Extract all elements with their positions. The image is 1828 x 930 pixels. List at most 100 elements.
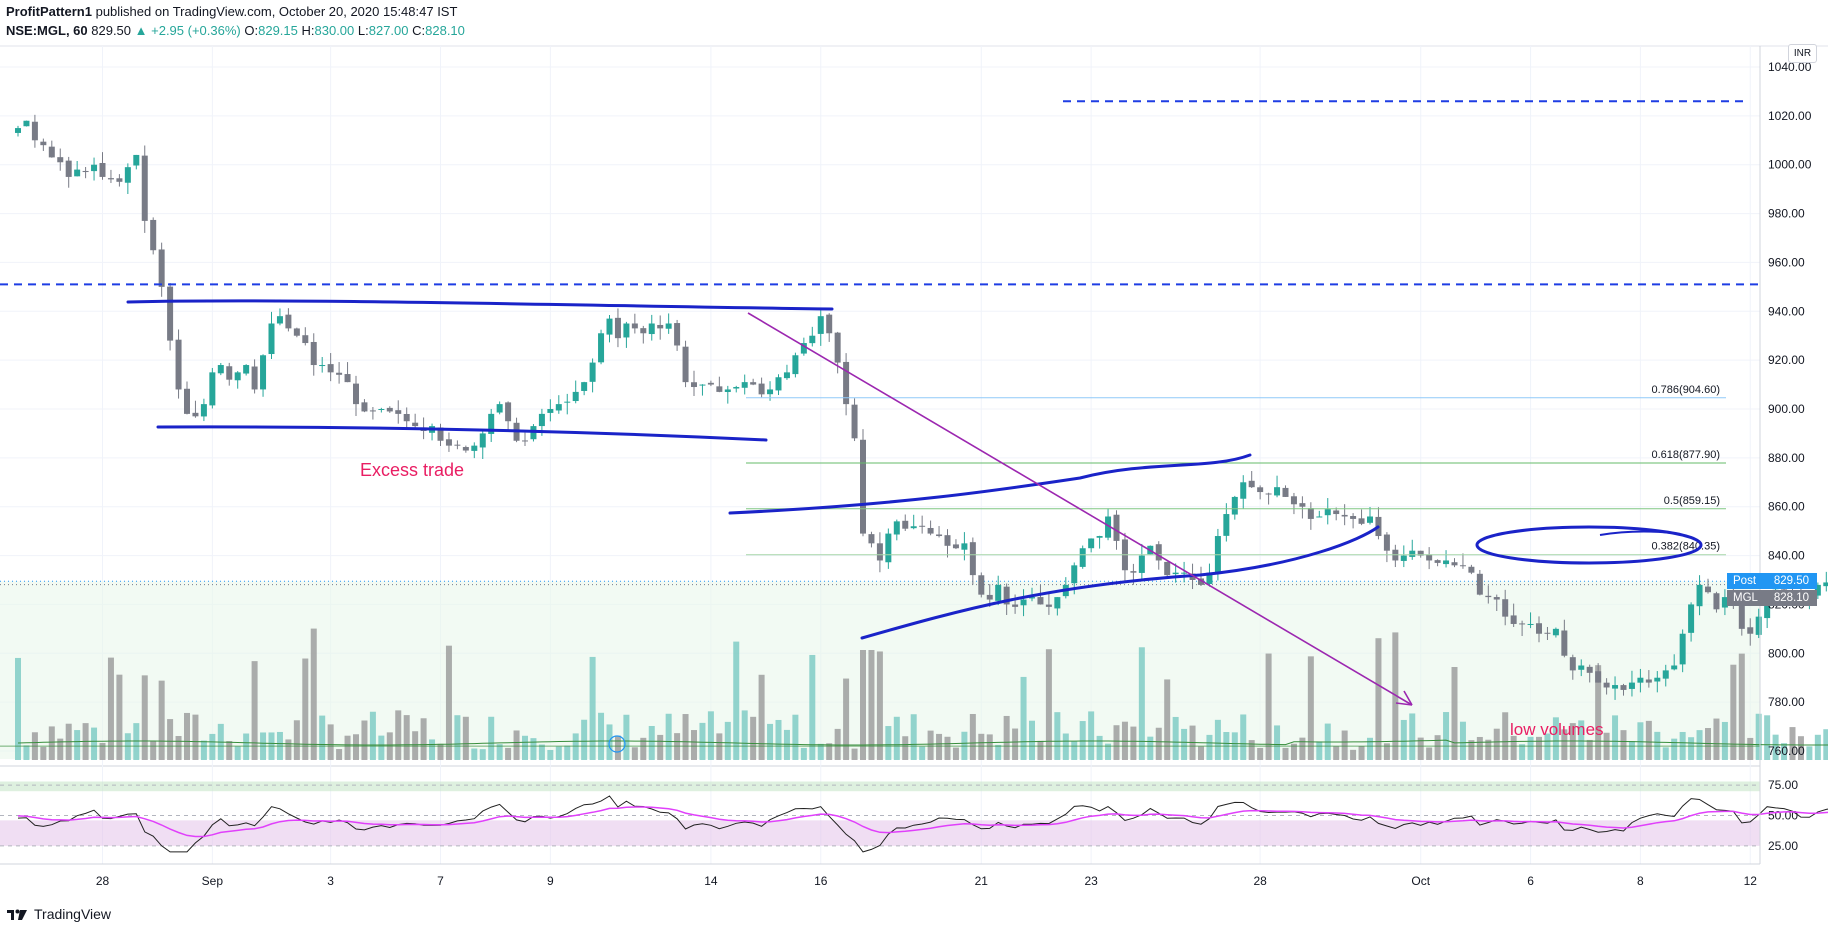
price-tick-label: 780.00 — [1768, 695, 1805, 709]
candle-body — [1603, 682, 1610, 688]
volume-bar — [631, 747, 638, 760]
volume-bar — [860, 650, 866, 760]
mgl-tag-label: MGL — [1733, 592, 1758, 604]
volume-bar — [1789, 727, 1796, 760]
price-tick-label: 980.00 — [1768, 207, 1805, 221]
last-price: 829.50 — [91, 23, 132, 38]
price-tick-label: 900.00 — [1768, 402, 1805, 416]
price-tick-label: 960.00 — [1768, 255, 1805, 269]
candle-body — [505, 402, 512, 422]
annotation-excess-trade: Excess trade — [360, 460, 464, 481]
candle-body — [707, 382, 714, 385]
candle-body — [1333, 510, 1340, 515]
candle-body — [1747, 627, 1754, 634]
time-tick-label: 3 — [327, 874, 334, 888]
brand-label[interactable]: TradingView — [34, 906, 112, 922]
candle-body — [1155, 544, 1162, 561]
candle-body — [640, 328, 647, 334]
volume-bar — [1696, 730, 1703, 760]
volume-bar — [107, 657, 114, 760]
volume-bar — [192, 714, 199, 760]
volume-bar — [775, 719, 782, 760]
candle-body — [1096, 536, 1103, 538]
candle-body — [1164, 561, 1171, 576]
candle-body — [268, 323, 275, 355]
candle-body — [1282, 487, 1289, 497]
candle-body — [1105, 516, 1112, 538]
candle-body — [1316, 516, 1323, 518]
volume-bar — [741, 710, 748, 760]
volume-bar — [513, 730, 520, 760]
open-value: 829.15 — [258, 23, 298, 38]
volume-bar — [522, 735, 528, 760]
volume-bar — [1341, 730, 1348, 760]
candle-body — [454, 444, 461, 446]
volume-bar — [657, 734, 664, 760]
candle-body — [893, 521, 900, 535]
candle-body — [1417, 550, 1424, 556]
volume-bar — [1105, 743, 1112, 760]
candle-body — [969, 542, 976, 576]
volume-bar — [1417, 737, 1424, 760]
candle-body — [564, 401, 571, 403]
volume-bar — [1020, 676, 1027, 760]
channel-bottom-line — [156, 425, 768, 442]
volume-bar — [1527, 736, 1534, 760]
candle-body — [462, 447, 469, 451]
volume-bar — [1037, 740, 1044, 760]
price-tick-label: 800.00 — [1768, 646, 1805, 660]
volume-bar — [724, 721, 731, 760]
candle-body — [1426, 554, 1433, 561]
volume-bar — [200, 740, 207, 760]
candle-body — [1367, 516, 1373, 523]
candle-body — [775, 377, 782, 391]
currency-badge[interactable]: INR — [1788, 44, 1817, 63]
fib-label: 0.786(904.60) — [1652, 384, 1721, 396]
volume-bar — [403, 715, 410, 760]
candle-body — [1552, 628, 1559, 636]
candle-body — [885, 533, 892, 563]
rsi-ma-line — [17, 806, 1828, 838]
volume-bar — [868, 650, 875, 760]
candle-body — [1502, 599, 1509, 617]
symbol-label[interactable]: NSE:MGL, 60 — [6, 23, 88, 38]
volume-bar — [462, 716, 469, 760]
volume-bar — [699, 722, 706, 760]
candle-body — [927, 527, 934, 534]
candle-body — [876, 543, 883, 561]
volume-bar — [234, 746, 241, 760]
candle-body — [1493, 597, 1500, 600]
post-tag-value: 829.50 — [1773, 575, 1809, 587]
volume-bar — [378, 735, 385, 760]
volume-bar — [826, 743, 833, 760]
candle-body — [378, 409, 385, 410]
publisher-name[interactable]: ProfitPattern1 — [6, 4, 92, 19]
candle-body — [1527, 623, 1534, 625]
volume-bar — [420, 718, 427, 760]
volume-bar — [1662, 747, 1669, 760]
candle-body — [1721, 597, 1728, 608]
time-tick-label: Sep — [202, 874, 224, 888]
candle-body — [1645, 679, 1652, 683]
low-volumes-text: low volumes — [1510, 720, 1604, 739]
candle-body — [471, 445, 478, 451]
volume-bar — [1147, 736, 1154, 760]
candle-body — [691, 382, 697, 388]
time-tick-label: 6 — [1527, 874, 1534, 888]
volume-bar — [175, 735, 182, 760]
high-label: H: — [301, 23, 315, 38]
volume-bar — [361, 720, 368, 760]
candle-body — [437, 427, 444, 441]
candle-body — [1620, 685, 1627, 690]
candle-body — [952, 544, 959, 549]
volume-bar — [893, 716, 900, 760]
volume-bar — [598, 712, 605, 760]
candle-body — [1755, 616, 1762, 635]
volume-bar — [1459, 721, 1466, 760]
volume-bar — [1705, 728, 1711, 760]
time-tick-label: 28 — [1253, 874, 1267, 888]
volume-bar — [1637, 722, 1644, 760]
low-label: L: — [357, 23, 369, 38]
candle-body — [1476, 573, 1483, 595]
